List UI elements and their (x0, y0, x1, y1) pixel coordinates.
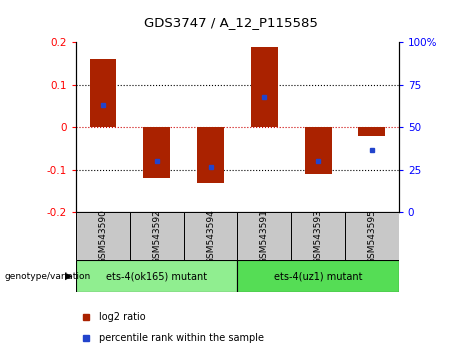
Text: GSM543591: GSM543591 (260, 209, 269, 264)
Bar (143, 127, 170, 178)
Bar (183, 212, 237, 260)
Bar (89, 59, 116, 127)
Bar (305, 127, 331, 174)
Bar (130, 212, 183, 260)
Text: ▶: ▶ (65, 271, 72, 281)
Text: percentile rank within the sample: percentile rank within the sample (99, 332, 264, 343)
Text: GSM543592: GSM543592 (152, 209, 161, 264)
Bar (345, 212, 399, 260)
Bar (76, 212, 130, 260)
Bar (237, 260, 399, 292)
Bar (197, 127, 224, 183)
Text: GSM543590: GSM543590 (99, 209, 107, 264)
Text: ets-4(uz1) mutant: ets-4(uz1) mutant (274, 271, 362, 281)
Text: GSM543595: GSM543595 (367, 209, 376, 264)
Bar (76, 260, 237, 292)
Text: ets-4(ok165) mutant: ets-4(ok165) mutant (106, 271, 207, 281)
Bar (251, 47, 278, 127)
Text: GSM543594: GSM543594 (206, 209, 215, 264)
Text: GSM543593: GSM543593 (313, 209, 323, 264)
Text: log2 ratio: log2 ratio (99, 312, 145, 322)
Text: genotype/variation: genotype/variation (5, 272, 91, 281)
Bar (358, 127, 385, 136)
Text: GDS3747 / A_12_P115585: GDS3747 / A_12_P115585 (143, 16, 318, 29)
Bar (291, 212, 345, 260)
Bar (237, 212, 291, 260)
